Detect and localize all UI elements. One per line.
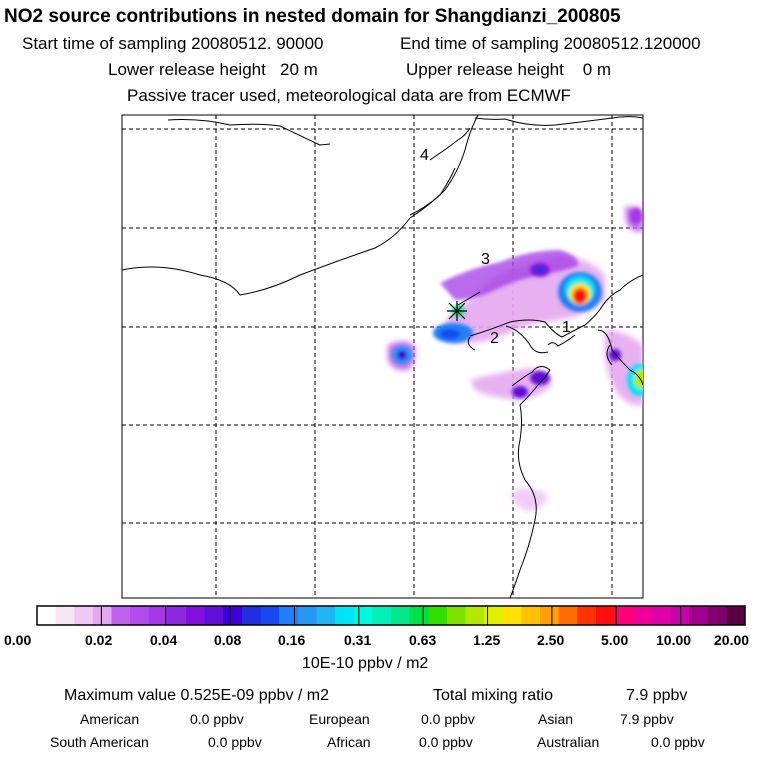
colorbar-tick-label: 5.00 (601, 632, 629, 648)
colorbar-swatch (74, 606, 94, 625)
colorbar-swatch (279, 606, 299, 625)
colorbar-swatch (521, 606, 541, 625)
colorbar-swatch (707, 606, 727, 625)
region-label: 2 (490, 330, 499, 347)
region-name: African (327, 734, 371, 750)
colorbar-swatch (241, 606, 262, 625)
region-value: 0.0 ppbv (419, 734, 473, 750)
colorbar-swatch (37, 606, 57, 625)
colorbar-tick-label: 0.02 (85, 632, 113, 648)
region-value: 0.0 ppbv (190, 711, 244, 727)
colorbar-tick-label: 0.04 (150, 632, 178, 648)
region-label: 4 (420, 147, 429, 164)
colorbar-swatch (353, 606, 373, 625)
region-label: 1 (562, 319, 571, 336)
region-label: 3 (481, 251, 490, 268)
colorbar-swatch (726, 606, 746, 625)
region-value: 0.0 ppbv (421, 711, 475, 727)
colorbar-tick-label: 0.00 (4, 632, 32, 648)
colorbar-unit: 10E-10 ppbv / m2 (302, 655, 429, 672)
colorbar-swatch (316, 606, 336, 625)
colorbar-swatch (391, 606, 411, 625)
colorbar-swatch (670, 606, 690, 625)
region-name: Asian (538, 711, 574, 727)
colorbar-swatch (204, 606, 224, 625)
total-mixing-label: Total mixing ratio (433, 687, 554, 704)
colorbar-swatch (614, 606, 634, 625)
colorbar (36, 605, 746, 626)
upper-height-label: Upper release height 0 m (406, 60, 612, 79)
region-value: 0.0 ppbv (208, 734, 262, 750)
region-name: European (309, 711, 370, 727)
colorbar-swatch (558, 606, 578, 625)
region-value: 0.0 ppbv (651, 734, 705, 750)
end-time-label: End time of sampling 20080512.120000 (400, 34, 701, 53)
colorbar-swatch (297, 606, 317, 625)
colorbar-swatch (595, 606, 616, 625)
contribution-field (388, 206, 643, 512)
colorbar-tick-label: 20.00 (714, 632, 750, 648)
plot-title: NO2 source contributions in nested domai… (4, 6, 621, 27)
region-name: American (80, 711, 140, 727)
colorbar-swatch (465, 606, 485, 625)
colorbar-swatch (577, 606, 597, 625)
colorbar-tick-label: 1.25 (473, 632, 501, 648)
colorbar-tick-label: 2.50 (537, 632, 565, 648)
colorbar-tick-label: 0.63 (409, 632, 437, 648)
colorbar-swatch (651, 606, 671, 625)
region-labels: 1 2 3 4 (420, 147, 571, 347)
colorbar-swatch (502, 606, 522, 625)
colorbar-swatch (167, 606, 187, 625)
colorbar-tick-label: 10.00 (656, 632, 692, 648)
colorbar-swatch (92, 606, 113, 625)
colorbar-swatch (446, 606, 467, 625)
colorbar-swatch (223, 606, 243, 625)
region-name: South American (50, 734, 149, 750)
colorbar-swatch (55, 606, 75, 625)
total-mixing-value: 7.9 ppbv (626, 687, 688, 704)
region-value: 7.9 ppbv (620, 711, 674, 727)
colorbar-swatch (409, 606, 429, 625)
coastlines-and-borders (122, 115, 643, 598)
colorbar-tick-label: 0.16 (278, 632, 306, 648)
lower-height-label: Lower release height 20 m (108, 60, 318, 79)
colorbar-swatch (148, 606, 168, 625)
colorbar-swatch (111, 606, 131, 625)
colorbar-swatch (540, 606, 560, 625)
colorbar-swatch (186, 606, 206, 625)
colorbar-swatch (633, 606, 653, 625)
colorbar-swatch (484, 606, 504, 625)
region-name: Australian (537, 734, 600, 750)
map-frame (121, 114, 644, 599)
colorbar-swatch (372, 606, 392, 625)
colorbar-tick-label: 0.08 (214, 632, 242, 648)
start-time-label: Start time of sampling 20080512. 90000 (22, 34, 324, 53)
tracer-note: Passive tracer used, meteorological data… (127, 86, 572, 105)
colorbar-swatch (260, 606, 280, 625)
colorbar-swatch (689, 606, 709, 625)
colorbar-tick-label: 0.31 (344, 632, 372, 648)
colorbar-swatch (130, 606, 150, 625)
colorbar-swatch (335, 606, 355, 625)
colorbar-frame (36, 605, 746, 626)
receptor-marker (447, 301, 467, 321)
colorbar-swatch (428, 606, 448, 625)
maximum-value: Maximum value 0.525E-09 ppbv / m2 (64, 687, 330, 704)
